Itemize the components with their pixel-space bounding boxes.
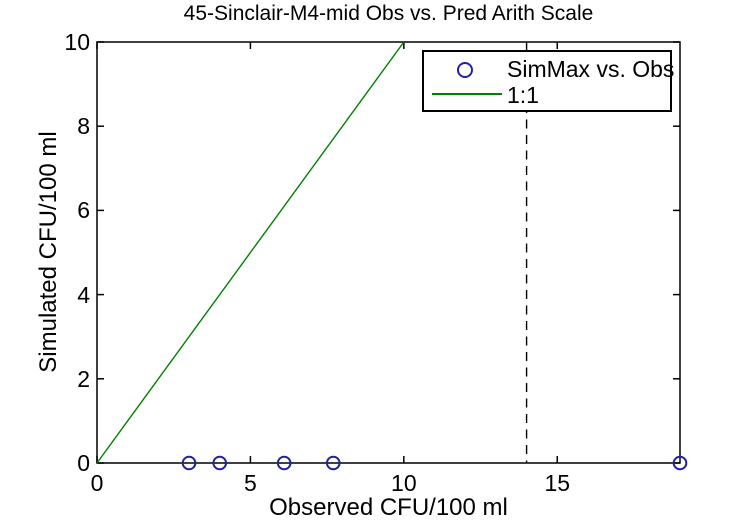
data-point-marker	[672, 455, 688, 471]
x-tick-label: 5	[244, 470, 257, 496]
y-tick-label: 4	[77, 281, 90, 308]
y-tick-label: 8	[77, 113, 90, 140]
y-tick-label: 10	[64, 29, 90, 55]
x-axis-label: Observed CFU/100 ml	[269, 494, 508, 521]
legend-label-simmax: SimMax vs. Obs	[507, 56, 675, 82]
y-tick-label: 0	[77, 450, 90, 476]
x-tick-label: 15	[544, 470, 571, 496]
legend: SimMax vs. Obs 1:1	[422, 50, 675, 112]
data-point-marker	[325, 455, 341, 471]
y-tick-label: 2	[77, 365, 90, 392]
chart-title: 45-Sinclair-M4-mid Obs vs. Pred Arith Sc…	[183, 2, 594, 25]
plot-border	[96, 41, 681, 464]
one-to-one-line	[96, 41, 405, 464]
legend-label-one-to-one: 1:1	[507, 82, 539, 108]
x-tick-label: 10	[391, 470, 417, 496]
data-point-marker	[276, 455, 292, 471]
legend-line-marker-icon	[432, 93, 502, 95]
data-point-marker	[181, 455, 197, 471]
y-axis-label: Simulated CFU/100 ml	[35, 131, 62, 373]
data-point-marker	[212, 455, 228, 471]
legend-circle-marker-icon	[457, 62, 473, 78]
x-tick-label: 0	[90, 470, 104, 496]
y-tick-label: 6	[77, 197, 90, 224]
